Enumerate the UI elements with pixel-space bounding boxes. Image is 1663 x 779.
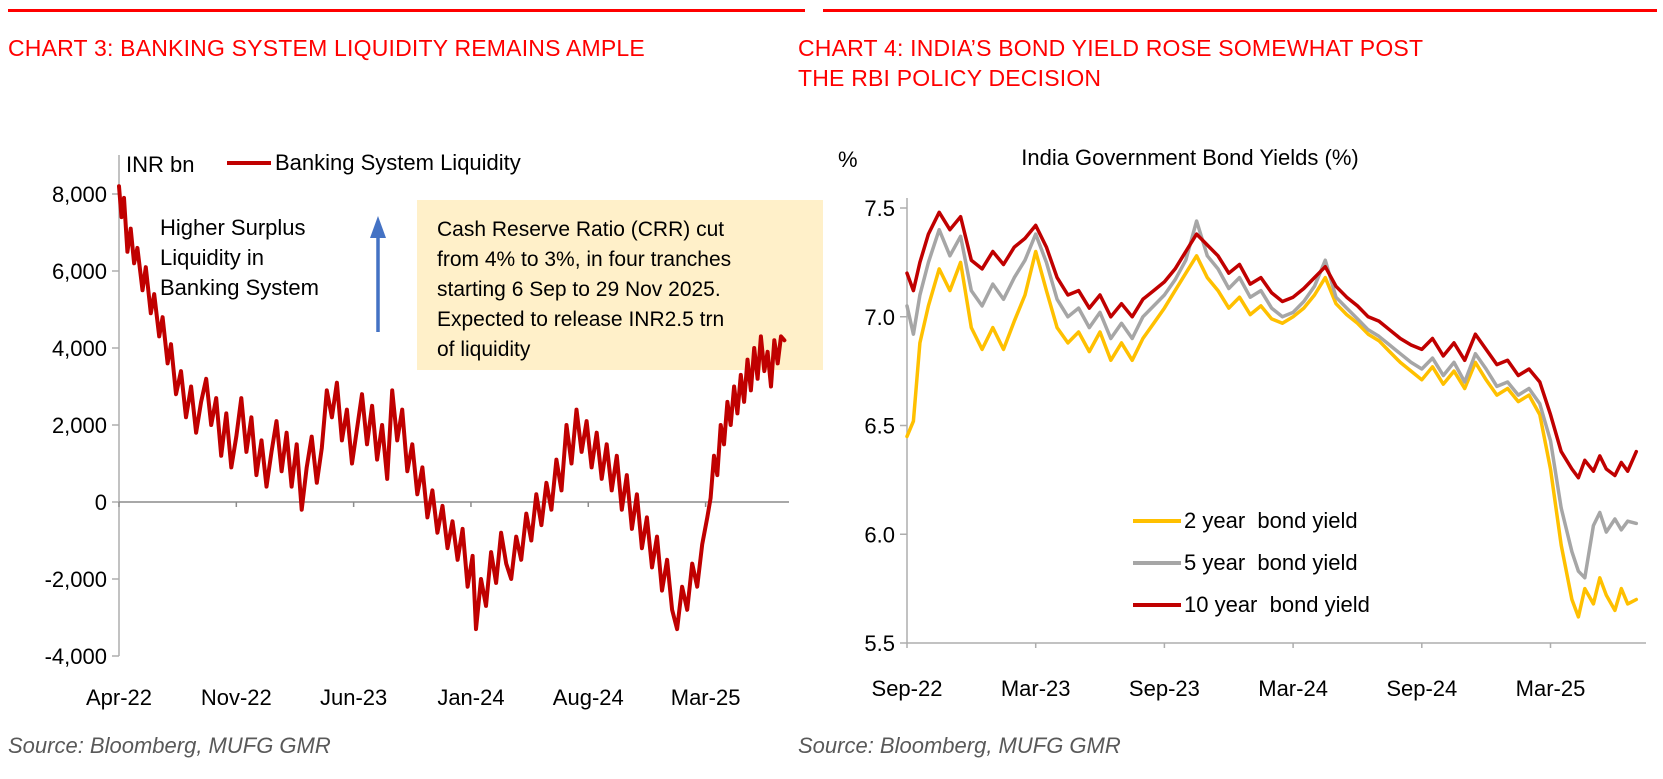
x-tick-label: Sep-24 xyxy=(1386,676,1457,701)
legend-label-10yr: 10 year bond yield xyxy=(1184,592,1370,617)
y-tick-label: -2,000 xyxy=(45,567,107,592)
y-tick-label: 0 xyxy=(95,490,107,515)
chart4-heading: CHART 4: INDIA’S BOND YIELD ROSE SOMEWHA… xyxy=(798,35,1424,91)
y-tick-label: 4,000 xyxy=(52,336,107,361)
y-tick-label: 6.5 xyxy=(864,414,895,439)
bond-yields-chart-title: India Government Bond Yields (%) xyxy=(1021,145,1359,170)
legend-row-10yr: 10 year bond yield xyxy=(1133,584,1370,626)
x-tick-label: Mar-25 xyxy=(1516,676,1586,701)
legend-label-5yr: 5 year bond yield xyxy=(1184,550,1358,575)
x-tick-label: Mar-25 xyxy=(671,685,741,710)
x-tick-label: Mar-23 xyxy=(1001,676,1071,701)
y-tick-label: 7.5 xyxy=(864,196,895,221)
y-tick-label: 2,000 xyxy=(52,413,107,438)
series-line-10-year-bond-yield xyxy=(905,210,1639,480)
y-tick-label: 7.0 xyxy=(864,305,895,330)
x-tick-label: Apr-22 xyxy=(86,685,152,710)
legend-swatch-5yr-line xyxy=(1133,561,1181,565)
liquidity-legend-swatch-line xyxy=(227,161,271,165)
right-legend: 2 year bond yield 5 year bond yield 10 y… xyxy=(1133,500,1370,626)
x-tick-label: Nov-22 xyxy=(201,685,272,710)
left-legend: Banking System Liquidity xyxy=(227,150,521,176)
x-tick-label: Sep-22 xyxy=(872,676,943,701)
legend-swatch-10yr-line xyxy=(1133,603,1181,607)
x-tick-label: Jun-23 xyxy=(320,685,387,710)
y-tick-label: 5.5 xyxy=(864,631,895,656)
bond-yields-chart: 7.5 7.0 6.5 6.0 5.5 Sep-22 Mar-23 Sep-23 Mar-24 S… xyxy=(864,196,1646,701)
right-axis-unit-label: % xyxy=(838,147,858,172)
y-tick-label: 8,000 xyxy=(52,182,107,207)
x-tick-label: Sep-23 xyxy=(1129,676,1200,701)
legend-swatch-2yr-line xyxy=(1133,519,1181,523)
y-tick-label: 6,000 xyxy=(52,259,107,284)
legend-row-5yr: 5 year bond yield xyxy=(1133,542,1370,584)
series-line-Banking-System-Liquidity xyxy=(117,184,787,632)
left-heading-rule xyxy=(8,9,805,12)
x-tick-label: Aug-24 xyxy=(553,685,624,710)
liquidity-legend-label: Banking System Liquidity xyxy=(275,150,521,175)
y-tick-label: -4,000 xyxy=(45,644,107,669)
legend-row-2yr: 2 year bond yield xyxy=(1133,500,1370,542)
banking-liquidity-chart: 8,000 6,000 4,000 2,000 0 -2,000 -4,000 Apr-22 N… xyxy=(45,155,789,710)
legend-label-2yr: 2 year bond yield xyxy=(1184,508,1358,533)
series-line-2-year-bond-yield xyxy=(905,249,1639,619)
left-axis-unit-label: INR bn xyxy=(126,152,195,177)
up-arrow-icon xyxy=(370,216,386,238)
series-line-5-year-bond-yield xyxy=(905,219,1639,580)
left-source: Source: Bloomberg, MUFG GMR xyxy=(8,733,331,758)
x-tick-label: Mar-24 xyxy=(1258,676,1328,701)
crr-cut-callout: Cash Reserve Ratio (CRR) cut from 4% to … xyxy=(417,200,823,370)
surplus-liquidity-annotation: Higher Surplus Liquidity in Banking Syst… xyxy=(160,215,319,300)
right-source: Source: Bloomberg, MUFG GMR xyxy=(798,733,1121,758)
chart3-heading: CHART 3: BANKING SYSTEM LIQUIDITY REMAIN… xyxy=(8,35,645,61)
y-tick-label: 6.0 xyxy=(864,522,895,547)
x-tick-label: Jan-24 xyxy=(437,685,504,710)
right-heading-rule xyxy=(823,9,1657,12)
